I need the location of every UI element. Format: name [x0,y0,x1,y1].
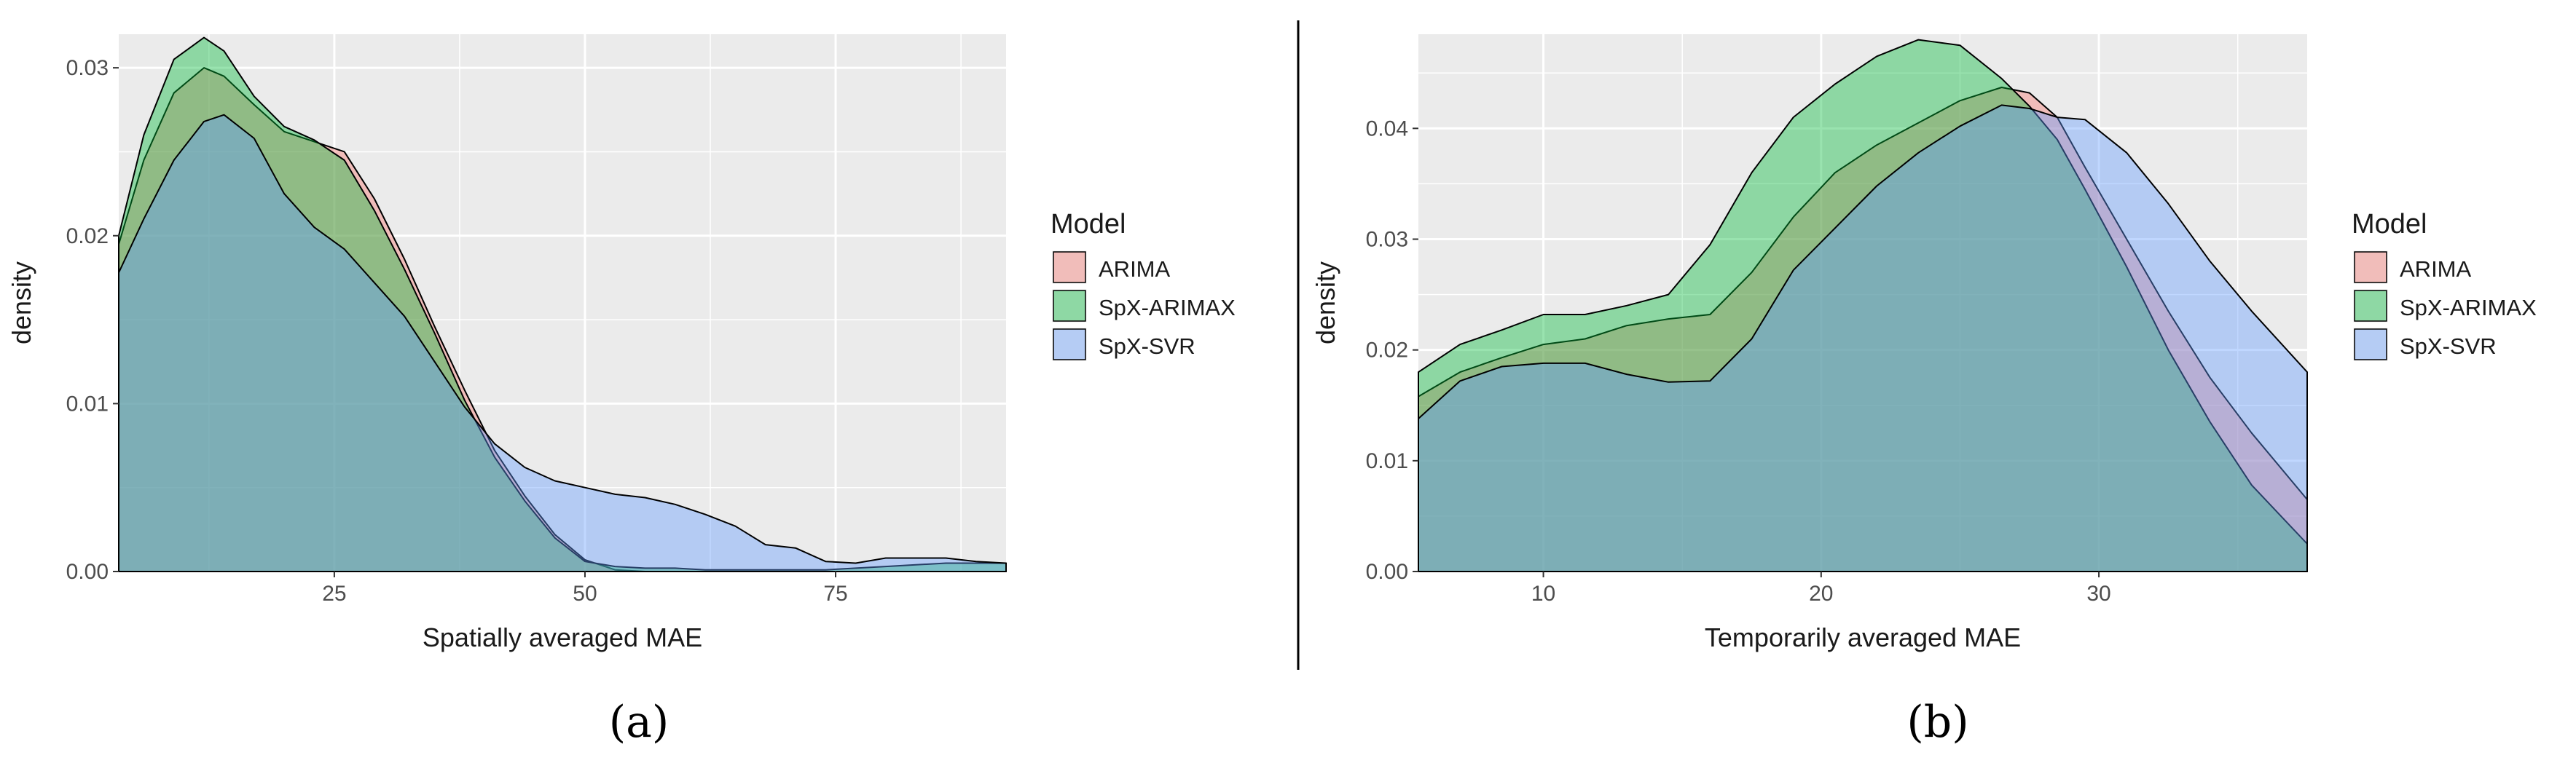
panel-a-legend: ARIMA SpX-ARIMAX SpX-SVR [1051,250,1236,362]
panel-b-area-arima [1418,87,2308,572]
panel-a-x-tick-label: 75 [823,582,847,606]
panel-a-legend-label-spx-svr: SpX-SVR [1099,333,1195,359]
panel-b-area-spx-arimax [1418,39,2308,572]
panel-a-area-spx-arimax [118,36,1007,572]
panel-b: 10 20 30 0.00 0.01 0.02 0.03 0.04 Temporarily av… [1311,34,2308,652]
panel-b-legend-key-spx-arimax [2352,288,2389,323]
panel-b-y-tick-label: 0.03 [1366,228,1408,252]
panel-b-plot-background [1418,34,2307,572]
panel-a-x-axis-title: Spatially averaged MAE [423,622,702,652]
panel-a-area-spx-svr [118,114,1007,572]
panel-b-x-tick-label: 10 [1531,582,1555,606]
panel-b-legend-swatch-spx-svr [2354,328,2387,360]
panel-b-area-spx-svr [1418,104,2308,572]
panel-a-y-tick-label: 0.03 [66,56,109,80]
panel-b-y-tick-label: 0.01 [1366,449,1408,473]
panel-a-legend-title: Model [1051,209,1126,240]
panel-a-legend-key-arima [1051,250,1088,285]
panel-a-legend-label-spx-arimax: SpX-ARIMAX [1099,295,1236,320]
panel-a-x-tick-label: 25 [322,582,346,606]
panel-b-y-axis-title: density [1311,261,1340,344]
panel-b-legend-label-spx-arimax: SpX-ARIMAX [2400,295,2537,320]
panel-b-x-tick-label: 30 [2086,582,2110,606]
panel-a: 25 50 75 0.00 0.01 0.02 0.03 Spatially averaged… [7,34,1007,652]
panel-b-legend-swatch-spx-arimax [2354,290,2387,322]
caption-b: (b) [1907,697,1968,748]
panel-b-legend-key-spx-svr [2352,327,2389,362]
panel-a-legend-swatch-arima [1053,251,1086,283]
panel-b-y-tick-label: 0.02 [1366,339,1408,363]
panel-b-x-axis-title: Temporarily averaged MAE [1705,622,2021,652]
panel-b-legend-key-arima [2352,250,2389,285]
caption-a: (a) [609,697,669,748]
panel-a-y-tick-label: 0.00 [66,560,109,584]
panel-a-y-tick-label: 0.02 [66,224,109,248]
panel-b-legend-swatch-arima [2354,251,2387,283]
panel-b-legend: ARIMA SpX-ARIMAX SpX-SVR [2352,250,2537,362]
panel-a-legend-label-arima: ARIMA [1099,256,1171,282]
panel-b-x-tick-label: 20 [1809,582,1833,606]
panel-b-legend-title: Model [2352,209,2427,240]
panel-a-legend-key-spx-svr [1051,327,1088,362]
panel-b-y-tick-label: 0.04 [1366,116,1408,141]
panel-b-legend-label-arima: ARIMA [2400,256,2472,282]
panel-b-y-tick-label: 0.00 [1366,560,1408,584]
panel-b-legend-label-spx-svr: SpX-SVR [2400,333,2497,359]
panel-a-legend-swatch-spx-arimax [1053,290,1086,322]
panel-a-legend-key-spx-arimax [1051,288,1088,323]
panel-a-y-tick-label: 0.01 [66,392,109,416]
panel-a-x-tick-label: 50 [573,582,597,606]
panel-a-y-axis-title: density [7,261,36,344]
panel-a-legend-swatch-spx-svr [1053,328,1086,360]
